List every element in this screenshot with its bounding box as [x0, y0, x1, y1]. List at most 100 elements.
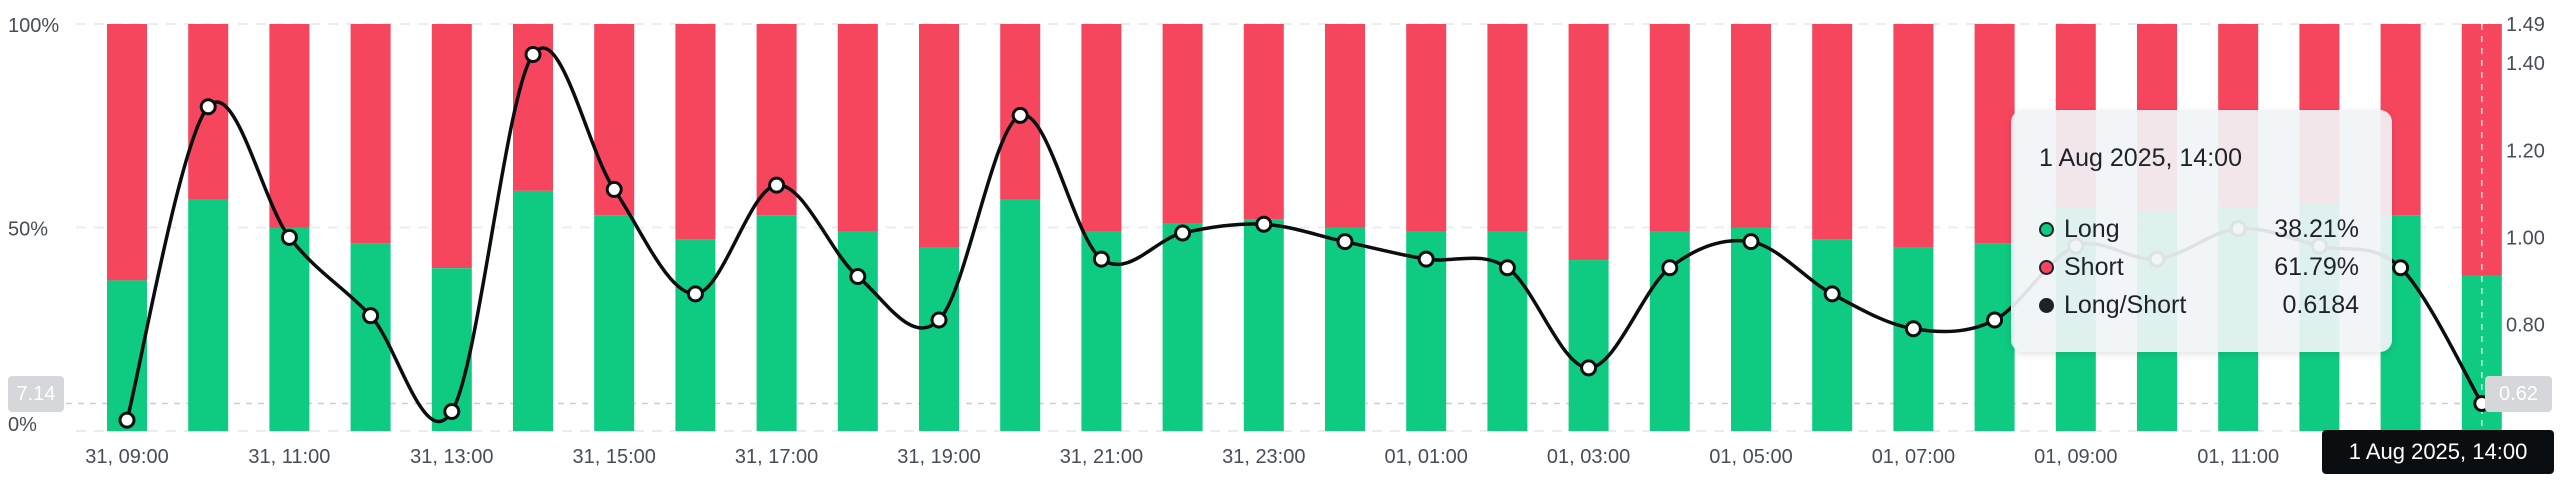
long-bar-22: [1893, 247, 1934, 431]
short-bar-7: [675, 24, 716, 240]
long-bar-21: [1812, 239, 1853, 431]
tooltip-row-long: Long 38.21%: [2039, 212, 2359, 246]
ratio-point-13: [1174, 224, 1192, 242]
ratio-point-17: [1498, 259, 1516, 277]
short-bar-23: [1974, 24, 2015, 244]
short-dot-icon: [2039, 259, 2054, 275]
short-bar-4: [431, 24, 472, 269]
short-bar-13: [1162, 24, 1203, 224]
x-tick-10: 01, 05:00: [1709, 446, 1792, 468]
ratio-point-14: [1255, 215, 1273, 233]
tooltip-row-short: Short 61.79%: [2039, 250, 2359, 284]
long-bar-23: [1974, 243, 2015, 431]
tooltip-title: 1 Aug 2025, 14:00: [2039, 144, 2242, 172]
x-tick-7: 31, 23:00: [1222, 446, 1305, 468]
x-tick-13: 01, 11:00: [2197, 446, 2279, 468]
ratio-point-22: [1904, 320, 1922, 338]
long-bar-1: [188, 199, 229, 431]
short-bar-18: [1568, 24, 1609, 261]
x-tick-3: 31, 15:00: [572, 446, 655, 468]
ratio-point-4: [443, 402, 461, 420]
y-left-tick-2: 0%: [8, 414, 37, 436]
short-bar-0: [107, 24, 147, 281]
long-bar-11: [1000, 199, 1041, 431]
ratio-point-19: [1661, 259, 1679, 277]
short-bar-3: [350, 24, 391, 244]
tooltip-label-long: Long: [2064, 214, 2120, 243]
y-right-tick-0: 1.49: [2506, 14, 2545, 36]
y-left-tick-0: 100%: [8, 15, 59, 37]
y-right-tick-2: 1.20: [2506, 140, 2545, 162]
crosshair-time-badge: 1 Aug 2025, 14:00: [2322, 430, 2554, 474]
tooltip-value-long: 38.21%: [2274, 214, 2359, 243]
long-bar-6: [594, 215, 635, 431]
ratio-point-10: [930, 311, 948, 329]
ratio-point-23: [1986, 311, 2004, 329]
ratio-point-11: [1011, 106, 1029, 124]
long-bar-10: [919, 247, 959, 431]
ratio-point-16: [1417, 250, 1435, 268]
x-tick-0: 31, 09:00: [85, 446, 168, 468]
tooltip-label-short: Short: [2064, 252, 2124, 281]
ratio-point-2: [280, 228, 298, 246]
ratio-point-28: [2392, 259, 2410, 277]
ratio-point-0: [118, 411, 136, 429]
ratio-point-7: [686, 285, 704, 303]
short-bar-14: [1243, 24, 1284, 220]
ratio-point-6: [605, 180, 623, 198]
ratio-point-15: [1336, 233, 1354, 251]
ratio-point-8: [768, 176, 786, 194]
x-tick-1: 31, 11:00: [248, 446, 330, 468]
y-left-tick-1: 50%: [8, 219, 48, 241]
x-tick-12: 01, 09:00: [2034, 446, 2117, 468]
short-bar-12: [1081, 24, 1122, 232]
tooltip-label-ratio: Long/Short: [2064, 290, 2187, 319]
short-bar-9: [837, 24, 878, 232]
long-bar-14: [1243, 219, 1284, 431]
tooltip-panel: 1 Aug 2025, 14:00 Long 38.21% Short 61.7…: [2011, 110, 2392, 352]
x-tick-4: 31, 17:00: [735, 446, 818, 468]
ratio-point-12: [1092, 250, 1110, 268]
long-bar-7: [675, 239, 716, 431]
long-bar-8: [756, 215, 797, 431]
short-bar-16: [1406, 24, 1447, 232]
ratio-point-18: [1580, 359, 1598, 377]
x-tick-5: 31, 19:00: [897, 446, 980, 468]
short-bar-22: [1893, 24, 1934, 248]
short-bar-2: [269, 24, 310, 228]
y-right-tick-4: 0.80: [2506, 314, 2545, 336]
ratio-point-21: [1823, 285, 1841, 303]
y-right-tick-1: 1.40: [2506, 53, 2545, 75]
long-bar-13: [1162, 223, 1203, 431]
short-bar-15: [1325, 24, 1365, 228]
short-bar-19: [1649, 24, 1690, 232]
x-tick-11: 01, 07:00: [1872, 446, 1955, 468]
x-tick-6: 31, 21:00: [1060, 446, 1143, 468]
short-bar-17: [1487, 24, 1528, 232]
x-tick-8: 01, 01:00: [1384, 446, 1467, 468]
ratio-point-5: [524, 45, 542, 63]
crosshair-right-value-badge: 0.62: [2485, 376, 2552, 412]
tooltip-row-ratio: Long/Short 0.6184: [2039, 288, 2359, 322]
ratio-dot-icon: [2039, 297, 2054, 313]
long-dot-icon: [2039, 221, 2054, 237]
short-bar-10: [919, 24, 959, 248]
ratio-point-20: [1742, 233, 1760, 251]
tooltip-value-short: 61.79%: [2274, 252, 2359, 281]
ratio-point-9: [849, 268, 867, 285]
x-tick-9: 01, 03:00: [1547, 446, 1630, 468]
y-right-tick-3: 1.00: [2506, 227, 2545, 249]
x-tick-2: 31, 13:00: [410, 446, 493, 468]
tooltip-value-ratio: 0.6184: [2282, 290, 2359, 319]
short-bar-21: [1812, 24, 1853, 240]
long-bar-18: [1568, 260, 1609, 431]
long-bar-20: [1731, 227, 1771, 431]
long-bar-5: [513, 190, 553, 431]
ratio-point-3: [362, 307, 380, 325]
short-bar-20: [1731, 24, 1771, 228]
long-bar-2: [269, 227, 310, 431]
crosshair-left-value-badge: 7.14: [8, 376, 64, 412]
ratio-point-1: [199, 98, 217, 116]
long-bar-15: [1325, 227, 1365, 431]
